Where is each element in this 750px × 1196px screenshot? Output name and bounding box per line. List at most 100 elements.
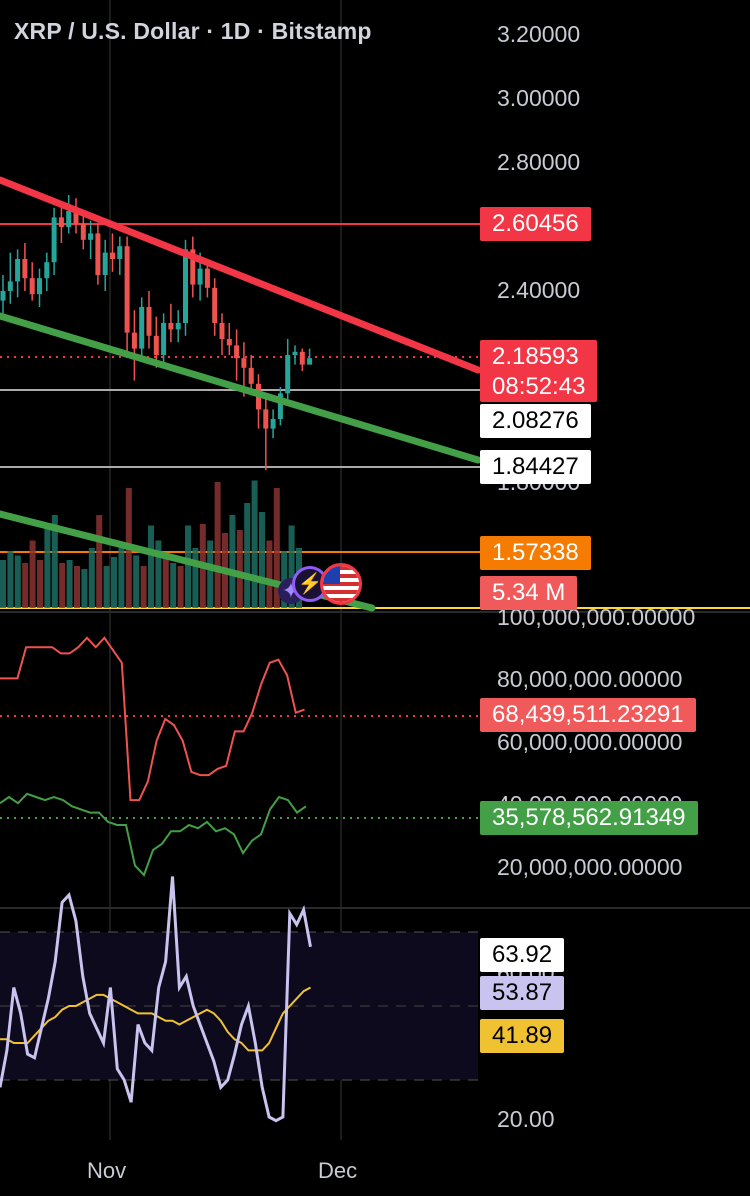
volume-bar	[192, 548, 199, 608]
orange-level-tag[interactable]: 1.57338	[480, 536, 591, 570]
candle-body	[226, 339, 232, 346]
volume-tag[interactable]: 5.34 M	[480, 576, 578, 610]
candle-body	[80, 223, 86, 240]
volume-bar	[229, 515, 236, 608]
chart-title[interactable]: XRP / U.S. Dollar · 1D · Bitstamp	[14, 18, 372, 44]
candle-body	[58, 217, 64, 227]
indicator-green-tag[interactable]: 35,578,562.91349	[480, 801, 698, 835]
candle-body	[37, 278, 42, 295]
rsi-axis-label: 20.00	[497, 1106, 555, 1132]
mid-level-tag[interactable]: 2.08276	[480, 404, 591, 438]
candle-body	[190, 249, 196, 285]
rsi-value-tag[interactable]: 53.87	[480, 976, 565, 1010]
us-flag-icon[interactable]	[320, 563, 362, 605]
volume-bar	[66, 560, 73, 608]
candle-body	[110, 252, 115, 259]
volume-bar	[288, 525, 295, 608]
candle-body	[153, 335, 159, 355]
last-price-tag[interactable]: 2.18593 08:52:43	[480, 340, 598, 402]
candle-body	[168, 323, 174, 330]
price-axis-label: 2.80000	[497, 149, 581, 175]
volume-bar	[51, 515, 58, 608]
volume-bar	[37, 560, 43, 608]
candle-body	[241, 358, 247, 368]
rsi-ma-tag[interactable]: 41.89	[480, 1019, 565, 1053]
candle-body	[139, 307, 145, 349]
volume-bar	[22, 563, 29, 608]
low-level-tag[interactable]: 1.84427	[480, 450, 591, 484]
candle-body	[197, 268, 203, 285]
candle-body	[307, 358, 313, 365]
candle-body	[161, 323, 167, 355]
volume-bar	[185, 525, 191, 608]
volume-bar	[118, 548, 125, 608]
volume-bar	[14, 555, 21, 608]
last-price-value: 2.18593	[492, 343, 579, 370]
candle-body	[146, 307, 152, 336]
volume-bar	[207, 540, 214, 608]
volume-bar	[111, 557, 117, 608]
indicator-red-line	[0, 636, 305, 802]
volume-bar	[251, 480, 258, 608]
volume-axis-label: 100,000,000.00000	[497, 604, 696, 630]
volume-axis-label: 20,000,000.00000	[497, 854, 683, 880]
volume-bar	[273, 488, 280, 608]
volume-bar	[177, 566, 184, 608]
rsi-top-tag[interactable]: 63.92	[480, 938, 565, 972]
resistance-price-tag[interactable]: 2.60456	[480, 207, 591, 241]
volume-bar	[7, 551, 14, 608]
volume-bar	[0, 560, 6, 608]
price-axis-label: 2.40000	[497, 277, 581, 303]
volume-bar	[214, 482, 221, 608]
candle-body	[51, 217, 57, 263]
volume-bar	[236, 530, 243, 608]
green-trendline-upper	[0, 312, 482, 464]
volume-bar	[29, 540, 36, 608]
candle-body	[270, 419, 276, 429]
candle-body	[175, 323, 181, 330]
volume-bar	[162, 554, 169, 608]
candle-body	[22, 259, 28, 279]
candle-body	[234, 345, 240, 359]
candle-body	[29, 278, 35, 295]
volume-bar	[81, 569, 88, 608]
price-axis-label: 3.20000	[497, 21, 581, 47]
volume-bar	[74, 566, 80, 608]
candle-body	[102, 252, 108, 275]
indicator-green-line	[0, 792, 307, 877]
volume-bar	[170, 563, 177, 608]
candle-body	[285, 355, 291, 394]
volume-bar	[44, 525, 51, 608]
volume-axis-label: 80,000,000.00000	[497, 666, 683, 692]
candle-body	[7, 281, 13, 291]
candle-body	[248, 367, 254, 384]
candle-body	[88, 233, 94, 240]
candle-body	[117, 246, 123, 259]
candle-body	[292, 351, 298, 355]
volume-bar	[88, 548, 95, 608]
volume-bar	[140, 566, 147, 608]
candlesticks	[0, 195, 313, 471]
candle-body	[183, 249, 188, 323]
volume-bar	[155, 540, 162, 608]
candle-body	[212, 287, 218, 323]
candle-body	[219, 323, 225, 339]
candle-body	[131, 332, 137, 349]
candle-body	[0, 291, 6, 301]
volume-axis-label: 60,000,000.00000	[497, 729, 683, 755]
volume-bar	[244, 503, 251, 608]
candle-body	[204, 268, 210, 288]
candle-body	[15, 259, 21, 282]
rsi-line	[0, 876, 312, 1123]
price-axis-label: 3.00000	[497, 85, 581, 111]
indicator-red-tag[interactable]: 68,439,511.23291	[480, 698, 696, 732]
volume-bar	[266, 540, 273, 608]
candle-body	[66, 211, 72, 227]
volume-bar	[259, 512, 265, 608]
candle-body	[44, 262, 50, 279]
candle-body	[277, 393, 283, 419]
volume-bar	[96, 515, 103, 608]
volume-bar	[148, 525, 154, 608]
candle-body	[299, 351, 305, 365]
